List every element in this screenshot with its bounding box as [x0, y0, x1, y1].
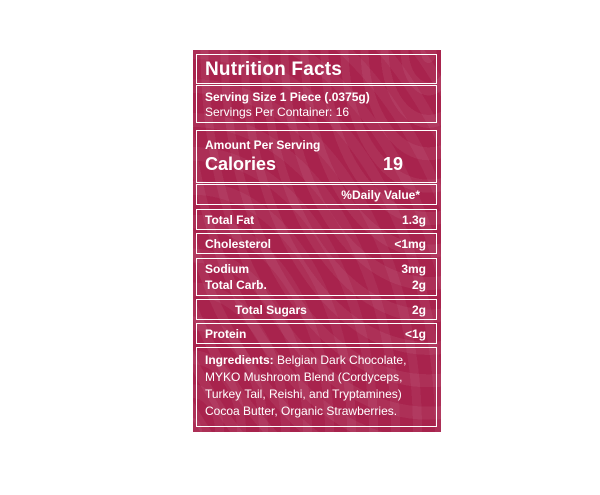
nutrient-name: Protein	[205, 327, 247, 341]
nutrient-value: <1mg	[394, 237, 426, 251]
nutrient-name: Total Fat	[205, 213, 255, 227]
nutrient-row-cholesterol: Cholesterol <1mg	[196, 233, 437, 254]
calories-label: Calories	[205, 154, 277, 174]
nutrient-value: <1g	[404, 327, 426, 341]
ingredients-line: Cocoa Butter, Organic Strawberries.	[205, 404, 398, 418]
nutrient-value: 2g	[411, 303, 426, 317]
nutrient-value: 3mg	[401, 262, 426, 276]
nutrient-name: Total Carb.	[205, 278, 267, 292]
nutrition-facts-panel: Nutrition Facts Serving Size 1 Piece (.0…	[193, 50, 441, 432]
nutrient-row-sodium-carb: Sodium 3mg Total Carb. 2g	[196, 258, 437, 296]
nutrient-row-total-sugars: Total Sugars 2g	[196, 299, 437, 320]
serving-box: Serving Size 1 Piece (.0375g) Servings P…	[196, 85, 437, 123]
amount-box: Amount Per Serving Calories 19	[196, 130, 437, 183]
nutrient-value: 1.3g	[401, 213, 426, 227]
daily-value-box: %Daily Value*	[196, 184, 437, 205]
nutrient-row-total-fat: Total Fat 1.3g	[196, 209, 437, 230]
servings-per-container: Servings Per Container: 16	[205, 105, 350, 119]
panel-title: Nutrition Facts	[205, 59, 343, 80]
ingredients-label: Ingredients:	[205, 353, 274, 367]
ingredients-box: Ingredients: Belgian Dark Chocolate, MYK…	[196, 347, 437, 427]
calories-value: 19	[383, 154, 404, 174]
amount-per-serving-label: Amount Per Serving	[205, 138, 321, 152]
title-box: Nutrition Facts	[196, 54, 437, 84]
nutrient-name: Total Sugars	[235, 303, 307, 317]
ingredients-line: Ingredients: Belgian Dark Chocolate,	[205, 353, 407, 367]
nutrient-name: Cholesterol	[205, 237, 272, 251]
nutrient-value: 2g	[411, 278, 426, 292]
serving-size: Serving Size 1 Piece (.0375g)	[205, 90, 370, 104]
ingredients-line: Turkey Tail, Reishi, and Tryptamines)	[205, 387, 402, 401]
nutrient-name: Sodium	[205, 262, 249, 276]
ingredients-line: MYKO Mushroom Blend (Cordyceps,	[205, 370, 403, 384]
daily-value-header: %Daily Value*	[341, 188, 420, 202]
nutrient-row-protein: Protein <1g	[196, 323, 437, 344]
